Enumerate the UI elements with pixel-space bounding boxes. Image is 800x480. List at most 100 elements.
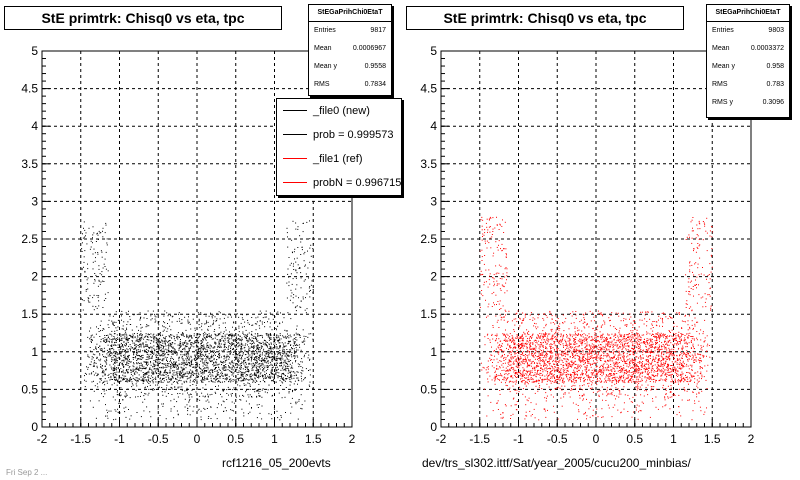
data-point: [248, 371, 250, 373]
data-point: [204, 355, 206, 357]
data-point: [120, 380, 122, 382]
data-point: [238, 380, 240, 382]
data-point: [162, 348, 164, 349]
data-point: [611, 358, 613, 360]
data-point: [107, 375, 109, 376]
data-point: [294, 307, 296, 309]
data-point: [248, 355, 250, 357]
data-point: [538, 419, 540, 421]
data-point: [204, 347, 206, 349]
data-point: [498, 327, 500, 328]
data-point: [203, 368, 205, 370]
data-point: [697, 248, 699, 249]
data-point: [164, 363, 166, 365]
data-point: [260, 365, 262, 367]
data-point: [103, 370, 105, 372]
data-point: [127, 355, 129, 357]
data-point: [218, 343, 220, 344]
data-point: [133, 352, 135, 354]
data-point: [235, 396, 237, 398]
data-point: [276, 371, 278, 373]
data-point: [258, 404, 260, 405]
data-point: [302, 296, 304, 298]
data-point: [519, 370, 521, 372]
data-point: [199, 334, 201, 336]
data-point: [588, 382, 590, 384]
data-point: [279, 380, 281, 382]
data-point: [133, 357, 135, 358]
data-point: [248, 358, 250, 360]
data-point: [309, 369, 311, 371]
data-point: [268, 348, 270, 350]
data-point: [212, 356, 214, 358]
data-point: [308, 287, 310, 289]
data-point: [219, 376, 221, 378]
data-point: [89, 301, 91, 303]
data-point: [100, 232, 102, 234]
data-point: [148, 383, 150, 384]
data-point: [155, 339, 157, 341]
data-point: [268, 335, 270, 337]
data-point: [632, 337, 634, 339]
data-point: [139, 333, 141, 335]
data-point: [670, 387, 672, 389]
data-point: [258, 342, 260, 343]
data-point: [666, 337, 668, 339]
data-point: [121, 328, 123, 330]
data-point: [280, 365, 282, 367]
data-point: [535, 385, 537, 387]
data-point: [91, 381, 93, 383]
data-point: [147, 363, 149, 365]
data-point: [278, 342, 280, 344]
data-point: [523, 331, 525, 333]
data-point: [218, 341, 220, 343]
data-point: [288, 276, 290, 278]
data-point: [236, 356, 238, 358]
data-point: [256, 368, 258, 370]
data-point: [525, 360, 527, 362]
data-point: [570, 380, 572, 382]
data-point: [246, 340, 248, 342]
data-point: [202, 338, 204, 340]
data-point: [132, 336, 133, 338]
x-tick-label: -1.5: [70, 432, 91, 446]
data-point: [165, 418, 167, 420]
data-point: [182, 367, 184, 369]
data-point: [115, 338, 117, 339]
data-point: [156, 346, 158, 348]
data-point: [288, 391, 290, 393]
data-point: [190, 375, 192, 377]
data-point: [276, 348, 278, 350]
data-point: [533, 356, 535, 358]
data-point: [136, 333, 138, 335]
data-point: [268, 356, 270, 358]
data-point: [595, 345, 597, 347]
data-point: [261, 312, 262, 314]
data-point: [134, 372, 136, 374]
data-point: [146, 318, 148, 319]
data-point: [500, 308, 502, 309]
data-point: [158, 354, 160, 356]
data-point: [238, 351, 240, 353]
data-point: [206, 378, 208, 380]
data-point: [267, 321, 268, 323]
data-point: [284, 342, 286, 344]
data-point: [195, 342, 197, 344]
data-point: [186, 353, 188, 355]
data-point: [223, 369, 225, 371]
data-point: [222, 368, 224, 370]
data-point: [678, 313, 680, 315]
data-point: [160, 374, 162, 376]
data-point: [307, 336, 309, 338]
data-point: [97, 328, 99, 330]
data-point: [634, 345, 636, 347]
data-point: [279, 362, 281, 364]
data-point: [117, 326, 119, 328]
data-point: [162, 358, 164, 360]
data-point: [214, 346, 216, 348]
data-point: [689, 265, 691, 267]
data-point: [228, 365, 229, 367]
data-point: [550, 382, 552, 384]
data-point: [687, 324, 689, 326]
data-point: [158, 349, 160, 351]
